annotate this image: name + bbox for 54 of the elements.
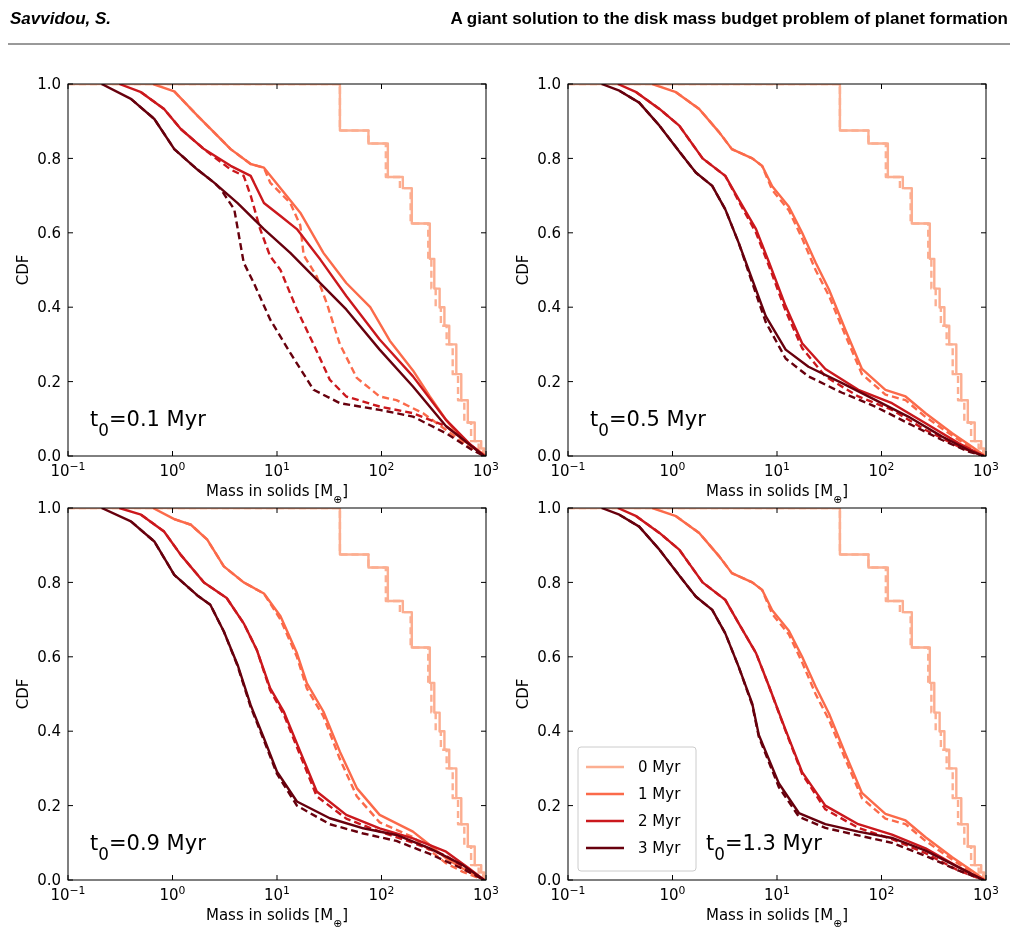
y-tick-label: 0.8 [37, 573, 61, 592]
annotation: t$_{0}$=1.3 Myr [706, 831, 823, 864]
x-tick-label: 10$^{1}$ [764, 883, 790, 904]
x-tick-label: 10$^{2}$ [368, 459, 395, 480]
y-tick-label: 0.4 [537, 722, 561, 741]
legend-label: 0 Myr [638, 758, 682, 777]
x-axis-title: Mass in solids [M$_{⊕}$] [205, 906, 349, 930]
y-axis-title: CDF [14, 678, 32, 710]
x-tick-label: 10$^{2}$ [868, 459, 895, 480]
x-tick-label: 10$^{2}$ [368, 883, 395, 904]
x-axis-title: Mass in solids [M$_{⊕}$] [705, 482, 849, 506]
y-tick-label: 0.6 [37, 224, 61, 243]
y-tick-label: 0.6 [37, 648, 61, 667]
y-tick-label: 0.2 [537, 372, 561, 391]
annotation: t$_{0}$=0.5 Myr [590, 407, 707, 440]
y-tick-label: 0.6 [537, 224, 561, 243]
y-tick-label: 1.0 [537, 75, 561, 94]
x-tick-label: 10$^{1}$ [264, 459, 290, 480]
x-tick-label: 10$^{3}$ [973, 883, 999, 904]
y-axis-title: CDF [514, 254, 532, 286]
y-tick-label: 0.2 [37, 372, 61, 391]
legend-label: 2 Myr [638, 812, 682, 831]
y-tick-label: 0.4 [37, 298, 61, 317]
x-tick-label: 10$^{0}$ [159, 883, 186, 904]
annotation: t$_{0}$=0.9 Myr [90, 831, 207, 864]
y-tick-label: 1.0 [537, 499, 561, 518]
text: A giant solution to the disk mass budget problem of planet formation [450, 9, 1008, 28]
y-tick-label: 0.4 [37, 722, 61, 741]
y-tick-label: 0.8 [537, 573, 561, 592]
x-tick-label: 10$^{1}$ [264, 883, 290, 904]
x-tick-label: 10$^{3}$ [473, 883, 499, 904]
y-axis-title: CDF [514, 678, 532, 710]
x-tick-label: 10$^{0}$ [659, 883, 686, 904]
x-tick-label: 10$^{2}$ [868, 883, 895, 904]
y-tick-label: 0.2 [537, 796, 561, 815]
y-tick-label: 0.8 [37, 149, 61, 168]
legend-label: 3 Myr [638, 839, 682, 858]
y-tick-label: 0.2 [37, 796, 61, 815]
legend-label: 1 Myr [638, 785, 682, 804]
x-tick-label: 10$^{3}$ [973, 459, 999, 480]
annotation: t$_{0}$=0.1 Myr [90, 407, 207, 440]
x-tick-label: 10$^{1}$ [764, 459, 790, 480]
y-tick-label: 0.8 [537, 149, 561, 168]
x-tick-label: 10$^{0}$ [159, 459, 186, 480]
x-tick-label: 10$^{0}$ [659, 459, 686, 480]
x-tick-label: 10$^{3}$ [473, 459, 499, 480]
x-axis-title: Mass in solids [M$_{⊕}$] [205, 482, 349, 506]
y-tick-label: 1.0 [37, 75, 61, 94]
y-axis-title: CDF [14, 254, 32, 286]
y-tick-label: 0.6 [537, 648, 561, 667]
text: Savvidou, S. [10, 9, 112, 28]
y-tick-label: 0.4 [537, 298, 561, 317]
x-axis-title: Mass in solids [M$_{⊕}$] [705, 906, 849, 930]
y-tick-label: 1.0 [37, 499, 61, 518]
